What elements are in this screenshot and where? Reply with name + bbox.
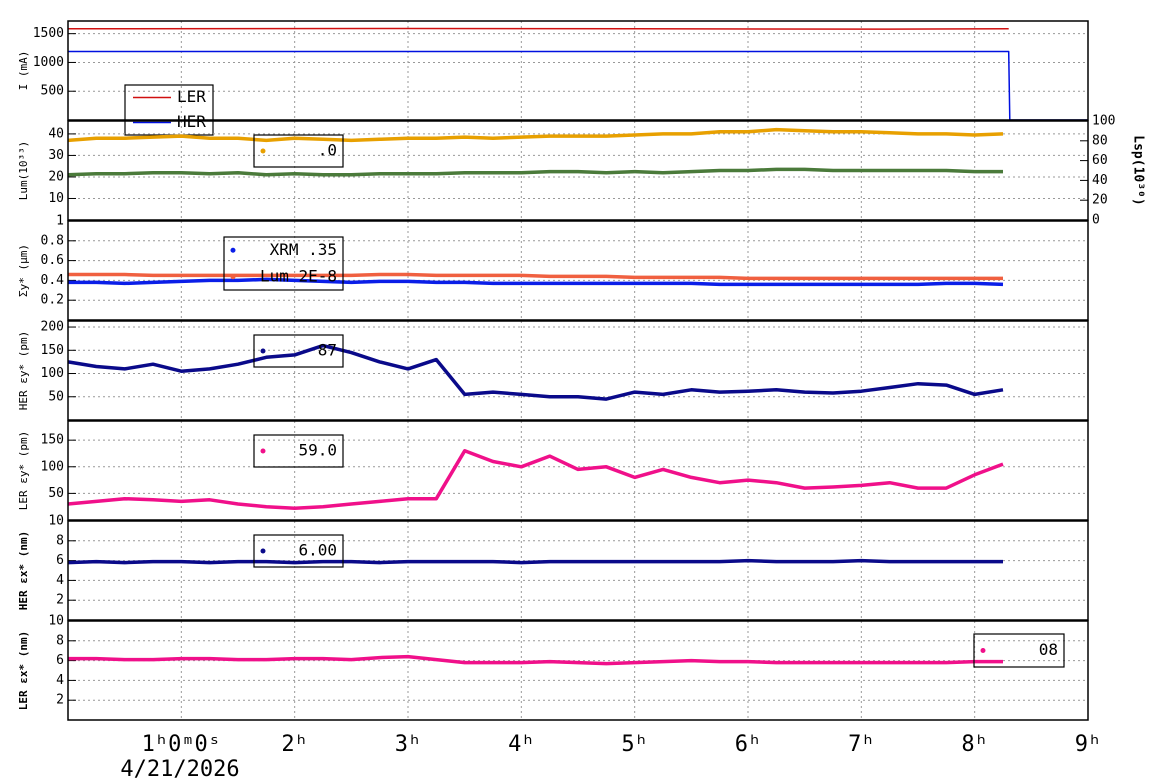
legend-label: XRM .35 <box>270 240 337 259</box>
legend-label: 59.0 <box>298 441 337 460</box>
legend-box <box>223 236 344 291</box>
legend-box <box>253 434 344 468</box>
panel-frame <box>67 120 1089 221</box>
panel-frame <box>67 20 1089 121</box>
y-tick-label: 1500 <box>33 26 64 41</box>
y-axis-label: Lum(10³³) <box>17 141 30 201</box>
legend-swatch <box>230 247 236 253</box>
y-tick-label: 10 <box>48 514 64 529</box>
y2-tick-label: 0 <box>1092 213 1100 228</box>
y-axis-label: I (mA) <box>17 51 30 91</box>
panel-frame <box>67 420 1089 521</box>
legend-box <box>973 633 1065 668</box>
y2-tick-label: 60 <box>1092 153 1108 168</box>
y-tick-label: 2 <box>56 693 64 708</box>
y-tick-label: 0.2 <box>41 293 64 308</box>
y-tick-label: 0.8 <box>41 233 64 248</box>
legend-label: LER <box>177 87 206 106</box>
x-tick-label: 8ʰ <box>961 732 988 757</box>
legend-box <box>253 134 344 168</box>
y2-tick-label: 40 <box>1092 173 1108 188</box>
legend-swatch <box>980 648 986 653</box>
y-tick-label: 10 <box>48 191 64 206</box>
x-tick-label: 6ʰ <box>735 732 762 757</box>
legend-swatch <box>260 348 266 354</box>
x-tick-label: 5ʰ <box>621 732 648 757</box>
legend-box <box>253 334 344 368</box>
y-tick-label: 40 <box>48 126 64 141</box>
legend-swatch <box>260 448 266 454</box>
legend-swatch <box>230 274 236 280</box>
y2-tick-label: 20 <box>1092 193 1108 208</box>
series-line <box>67 558 1003 565</box>
series-line <box>67 167 1003 177</box>
y-tick-label: 4 <box>56 573 64 588</box>
series-line <box>67 27 1009 30</box>
x-tick-label: 3ʰ <box>395 732 422 757</box>
legend-label: 6.00 <box>298 541 337 560</box>
y-tick-label: 100 <box>41 459 64 474</box>
x-tick-label: 1ʰ0ᵐ0ˢ <box>142 732 221 757</box>
panel-frame <box>67 320 1089 421</box>
y-tick-label: 50 <box>48 389 64 404</box>
y2-tick-label: 100 <box>1092 114 1115 129</box>
y-tick-label: 1000 <box>33 55 64 70</box>
y-tick-label: 6 <box>56 653 64 668</box>
y2-axis-label: Lsp(10³⁰) <box>1131 135 1146 205</box>
panel-frame <box>67 220 1089 321</box>
series-line <box>68 654 1003 666</box>
legend-box <box>253 534 344 568</box>
x-tick-label: 7ʰ <box>848 732 875 757</box>
series-line <box>67 343 1004 401</box>
y-tick-label: 30 <box>48 148 64 163</box>
y-tick-label: 0.4 <box>41 273 65 288</box>
y-tick-label: 500 <box>41 84 64 99</box>
y-tick-label: 4 <box>56 673 64 688</box>
y-tick-label: 8 <box>56 633 64 648</box>
legend-label: Lum 2E-8 <box>260 266 337 285</box>
y-axis-label: Σy* (μm) <box>17 244 30 297</box>
y-axis-label: HER εy* (pm) <box>17 331 30 410</box>
legend-label: 08 <box>1039 640 1058 659</box>
legend-swatch <box>260 548 266 554</box>
y-tick-label: 2 <box>56 593 64 608</box>
y-tick-label: 8 <box>56 533 64 548</box>
panel-frame <box>67 520 1089 621</box>
y-tick-label: 150 <box>41 433 64 448</box>
y-tick-label: 1 <box>56 214 64 229</box>
y-tick-label: 6 <box>56 553 64 568</box>
date-label: 4/21/2026 <box>120 757 239 782</box>
y-axis-label: HER εx* (nm) <box>17 531 30 610</box>
series-line <box>68 272 1003 281</box>
y-tick-label: 100 <box>41 366 64 381</box>
legend-swatch <box>260 148 266 154</box>
series-line <box>67 127 1004 143</box>
x-tick-label: 9ʰ <box>1075 732 1102 757</box>
legend-label: .0 <box>318 141 337 160</box>
y-tick-label: 20 <box>48 169 64 184</box>
y-tick-label: 0.6 <box>41 253 64 268</box>
x-tick-label: 4ʰ <box>508 732 535 757</box>
y-axis-label: LER εy* (pm) <box>17 431 30 510</box>
series-line <box>67 449 1004 511</box>
y-tick-label: 150 <box>41 343 64 358</box>
y-tick-label: 10 <box>48 614 64 629</box>
x-tick-label: 2ʰ <box>281 732 308 757</box>
series-line <box>68 50 1088 121</box>
y-axis-label: LER εx* (nm) <box>17 631 30 710</box>
y-tick-label: 50 <box>48 486 64 501</box>
legend-label: 87 <box>318 341 337 360</box>
panel-frame <box>67 620 1089 721</box>
y-tick-label: 200 <box>41 320 64 335</box>
y2-tick-label: 80 <box>1092 133 1108 148</box>
